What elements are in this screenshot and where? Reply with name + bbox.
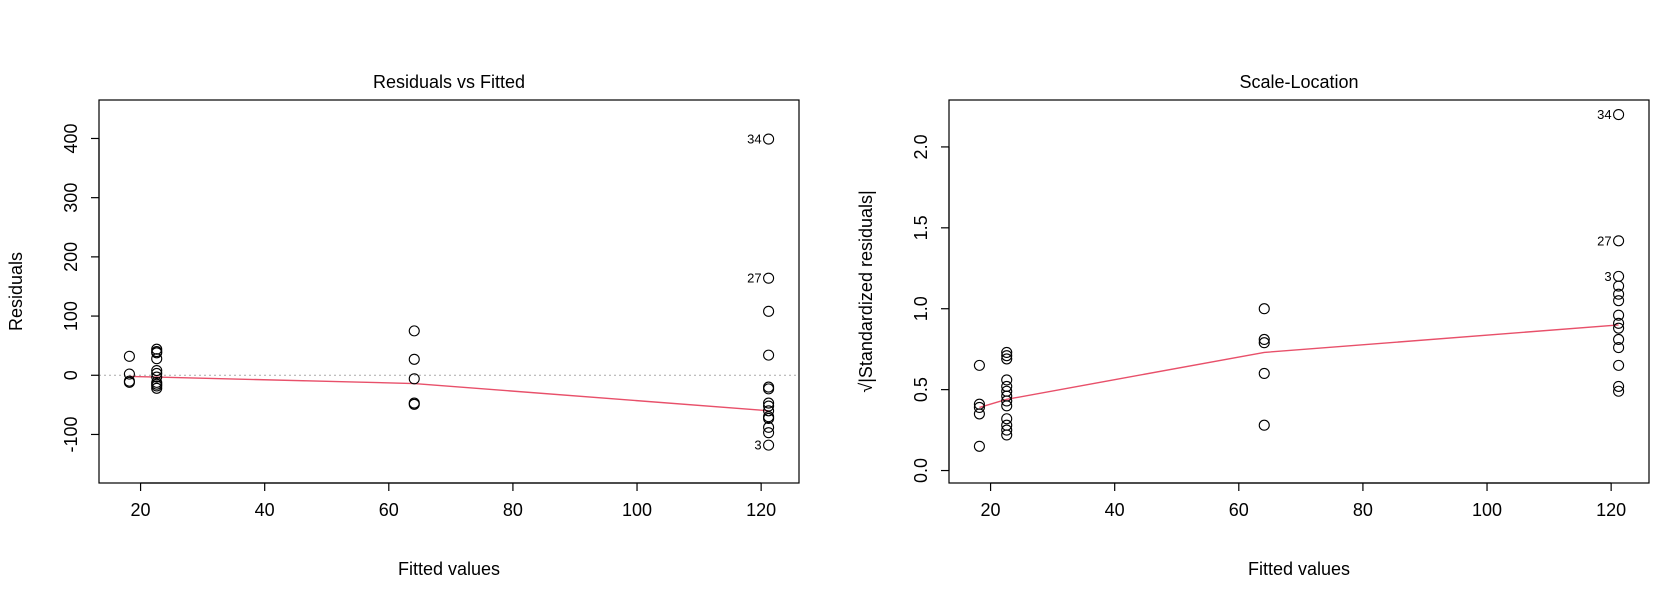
data-point	[1001, 353, 1013, 365]
data-point	[973, 408, 985, 420]
data-point	[151, 371, 163, 383]
data-point	[973, 359, 985, 371]
plot-frame	[948, 99, 1650, 484]
data-point	[151, 353, 163, 365]
data-point	[1001, 424, 1013, 436]
data-point	[763, 439, 775, 451]
data-point	[763, 427, 775, 439]
smooth-line	[979, 324, 1619, 409]
point-label: 34	[1597, 107, 1611, 122]
plot-title: Scale-Location	[1239, 72, 1358, 92]
data-point	[763, 405, 775, 417]
data-point	[408, 353, 420, 365]
data-point	[123, 368, 135, 380]
y-tick-label: 0.5	[911, 377, 931, 402]
data-point	[763, 421, 775, 433]
data-point	[1613, 235, 1625, 247]
x-tick-label: 80	[1353, 500, 1373, 520]
x-axis-label: Fitted values	[398, 559, 500, 579]
y-tick-label: 300	[61, 183, 81, 213]
y-tick-label: 200	[61, 242, 81, 272]
y-axis-label: √|Standardized residuals|	[856, 190, 876, 392]
plot-title: Residuals vs Fitted	[373, 72, 525, 92]
x-axis-label: Fitted values	[1248, 559, 1350, 579]
data-point	[1613, 322, 1625, 334]
x-tick-label: 60	[379, 500, 399, 520]
data-point	[1258, 419, 1270, 431]
y-tick-label: 0.0	[911, 458, 931, 483]
data-point	[408, 398, 420, 410]
data-point	[763, 383, 775, 395]
data-point	[763, 349, 775, 361]
data-point	[763, 400, 775, 412]
x-tick-label: 100	[622, 500, 652, 520]
x-tick-label: 100	[1472, 500, 1502, 520]
data-point	[408, 373, 420, 385]
data-point	[1613, 385, 1625, 397]
scale-location-panel: Scale-Location Fitted values √|Standardi…	[856, 72, 1650, 579]
data-point	[151, 364, 163, 377]
data-point	[123, 350, 135, 362]
data-point	[1613, 380, 1625, 392]
point-label: 27	[1597, 233, 1611, 248]
data-point	[1258, 333, 1270, 346]
y-tick-label: 1.0	[911, 296, 931, 321]
data-point	[763, 305, 775, 317]
data-point	[763, 133, 775, 145]
data-point	[973, 401, 985, 413]
y-tick-label: -100	[61, 416, 81, 452]
y-axis-label: Residuals	[6, 252, 26, 331]
data-point	[1613, 309, 1625, 321]
data-point	[1613, 280, 1625, 292]
plot-frame	[98, 99, 800, 484]
y-tick-label: 2.0	[911, 134, 931, 159]
data-point	[763, 412, 775, 425]
x-tick-label: 40	[255, 500, 275, 520]
data-point	[1001, 400, 1013, 412]
data-point	[763, 397, 775, 409]
data-point	[1001, 429, 1013, 441]
data-point	[1001, 413, 1013, 425]
point-label: 3	[1604, 269, 1611, 284]
data-point	[1613, 359, 1625, 371]
y-tick-label: 1.5	[911, 215, 931, 240]
point-label: 3	[754, 438, 761, 453]
data-point	[123, 376, 135, 388]
data-point	[1613, 317, 1625, 329]
data-point	[151, 367, 163, 380]
data-point	[1258, 337, 1270, 349]
data-point	[1613, 342, 1625, 354]
data-point	[1613, 295, 1625, 307]
point-label: 27	[747, 271, 761, 286]
data-point	[151, 347, 163, 359]
data-point	[1613, 109, 1625, 121]
y-tick-label: 400	[61, 123, 81, 153]
data-point	[1613, 270, 1625, 282]
data-point	[1258, 367, 1270, 380]
x-tick-label: 20	[131, 500, 151, 520]
data-point	[1258, 303, 1270, 315]
x-tick-label: 120	[1596, 500, 1626, 520]
data-point	[1001, 374, 1013, 386]
x-tick-label: 20	[981, 500, 1001, 520]
data-point	[1001, 346, 1013, 358]
data-point	[1001, 395, 1013, 407]
x-tick-label: 40	[1105, 500, 1125, 520]
point-label: 34	[747, 132, 761, 147]
x-tick-label: 80	[503, 500, 523, 520]
y-tick-label: 100	[61, 301, 81, 331]
y-tick-label: 0	[61, 370, 81, 380]
x-tick-label: 120	[746, 500, 776, 520]
data-point	[151, 382, 163, 394]
x-tick-label: 60	[1229, 500, 1249, 520]
data-point	[1613, 333, 1625, 346]
data-point	[1001, 350, 1013, 362]
residuals-vs-fitted-panel: Residuals vs Fitted Fitted values Residu…	[6, 72, 800, 579]
smooth-line	[129, 375, 769, 412]
data-point	[408, 325, 420, 337]
data-point	[1613, 288, 1625, 300]
data-point	[763, 272, 775, 284]
data-point	[973, 440, 985, 452]
